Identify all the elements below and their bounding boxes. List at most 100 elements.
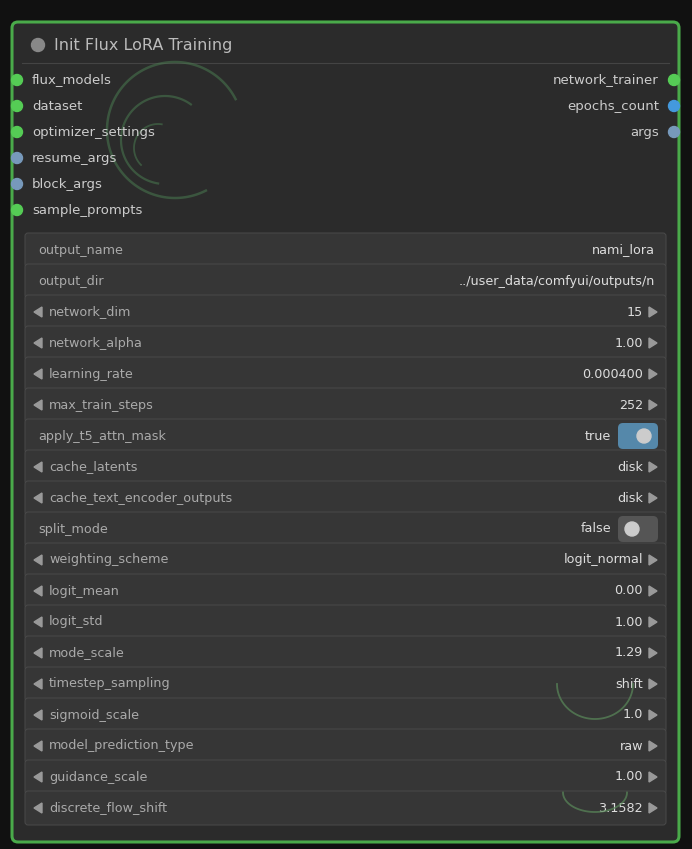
Text: Init Flux LoRA Training: Init Flux LoRA Training: [54, 37, 233, 53]
FancyBboxPatch shape: [25, 512, 666, 546]
Text: optimizer_settings: optimizer_settings: [32, 126, 155, 138]
Text: discrete_flow_shift: discrete_flow_shift: [49, 801, 167, 814]
Circle shape: [12, 178, 23, 189]
Text: nami_lora: nami_lora: [592, 244, 655, 256]
FancyBboxPatch shape: [25, 698, 666, 732]
Text: 1.00: 1.00: [614, 771, 643, 784]
Text: true: true: [585, 430, 611, 442]
Polygon shape: [34, 617, 42, 627]
FancyBboxPatch shape: [25, 605, 666, 639]
Circle shape: [12, 100, 23, 111]
Polygon shape: [649, 617, 657, 627]
FancyBboxPatch shape: [25, 264, 666, 298]
Circle shape: [625, 522, 639, 536]
Text: split_mode: split_mode: [38, 522, 108, 536]
Circle shape: [12, 205, 23, 216]
FancyBboxPatch shape: [25, 233, 666, 267]
Polygon shape: [649, 772, 657, 782]
Text: guidance_scale: guidance_scale: [49, 771, 147, 784]
Text: 1.00: 1.00: [614, 616, 643, 628]
Polygon shape: [649, 679, 657, 689]
FancyBboxPatch shape: [618, 423, 658, 449]
Circle shape: [668, 127, 680, 138]
Polygon shape: [34, 648, 42, 658]
Text: shift: shift: [615, 678, 643, 690]
Polygon shape: [34, 462, 42, 472]
Polygon shape: [34, 741, 42, 751]
Text: block_args: block_args: [32, 177, 103, 190]
Text: output_dir: output_dir: [38, 274, 104, 288]
Text: 0.000400: 0.000400: [582, 368, 643, 380]
FancyBboxPatch shape: [12, 22, 679, 842]
FancyBboxPatch shape: [25, 760, 666, 794]
Polygon shape: [649, 648, 657, 658]
Text: 0.00: 0.00: [614, 584, 643, 598]
Polygon shape: [649, 400, 657, 410]
Text: cache_text_encoder_outputs: cache_text_encoder_outputs: [49, 492, 233, 504]
Polygon shape: [34, 586, 42, 596]
FancyBboxPatch shape: [25, 729, 666, 763]
FancyBboxPatch shape: [25, 481, 666, 515]
Text: network_dim: network_dim: [49, 306, 131, 318]
Polygon shape: [34, 710, 42, 720]
Text: sample_prompts: sample_prompts: [32, 204, 143, 216]
Polygon shape: [34, 803, 42, 813]
FancyBboxPatch shape: [25, 574, 666, 608]
Text: 1.0: 1.0: [623, 709, 643, 722]
Polygon shape: [649, 555, 657, 565]
Polygon shape: [649, 710, 657, 720]
Text: 252: 252: [619, 398, 643, 412]
Text: raw: raw: [619, 739, 643, 752]
Polygon shape: [34, 493, 42, 503]
Circle shape: [637, 429, 651, 443]
Text: ../user_data/comfyui/outputs/n: ../user_data/comfyui/outputs/n: [459, 274, 655, 288]
Polygon shape: [649, 741, 657, 751]
Text: output_name: output_name: [38, 244, 123, 256]
FancyBboxPatch shape: [618, 516, 658, 542]
Text: epochs_count: epochs_count: [567, 99, 659, 113]
FancyBboxPatch shape: [25, 636, 666, 670]
Circle shape: [12, 153, 23, 164]
FancyBboxPatch shape: [25, 450, 666, 484]
Polygon shape: [649, 493, 657, 503]
Circle shape: [12, 127, 23, 138]
Text: max_train_steps: max_train_steps: [49, 398, 154, 412]
Text: learning_rate: learning_rate: [49, 368, 134, 380]
Polygon shape: [649, 307, 657, 317]
Text: logit_std: logit_std: [49, 616, 104, 628]
Polygon shape: [649, 369, 657, 379]
Polygon shape: [34, 369, 42, 379]
FancyBboxPatch shape: [25, 357, 666, 391]
Text: false: false: [581, 522, 611, 536]
Polygon shape: [34, 772, 42, 782]
Polygon shape: [34, 307, 42, 317]
Text: mode_scale: mode_scale: [49, 646, 125, 660]
Text: network_alpha: network_alpha: [49, 336, 143, 350]
Text: disk: disk: [617, 460, 643, 474]
FancyBboxPatch shape: [25, 388, 666, 422]
Text: dataset: dataset: [32, 99, 82, 113]
Text: 3.1582: 3.1582: [599, 801, 643, 814]
Text: model_prediction_type: model_prediction_type: [49, 739, 194, 752]
Text: resume_args: resume_args: [32, 151, 118, 165]
Text: cache_latents: cache_latents: [49, 460, 138, 474]
Text: flux_models: flux_models: [32, 74, 112, 87]
Text: 15: 15: [627, 306, 643, 318]
Text: timestep_sampling: timestep_sampling: [49, 678, 171, 690]
Polygon shape: [649, 462, 657, 472]
FancyBboxPatch shape: [25, 326, 666, 360]
Circle shape: [12, 75, 23, 86]
Polygon shape: [649, 803, 657, 813]
Text: apply_t5_attn_mask: apply_t5_attn_mask: [38, 430, 166, 442]
FancyBboxPatch shape: [25, 419, 666, 453]
Polygon shape: [649, 586, 657, 596]
Text: logit_mean: logit_mean: [49, 584, 120, 598]
Text: weighting_scheme: weighting_scheme: [49, 554, 168, 566]
Polygon shape: [34, 555, 42, 565]
FancyBboxPatch shape: [25, 295, 666, 329]
Polygon shape: [34, 338, 42, 348]
FancyBboxPatch shape: [25, 791, 666, 825]
Polygon shape: [34, 679, 42, 689]
Circle shape: [32, 38, 44, 52]
Text: args: args: [630, 126, 659, 138]
